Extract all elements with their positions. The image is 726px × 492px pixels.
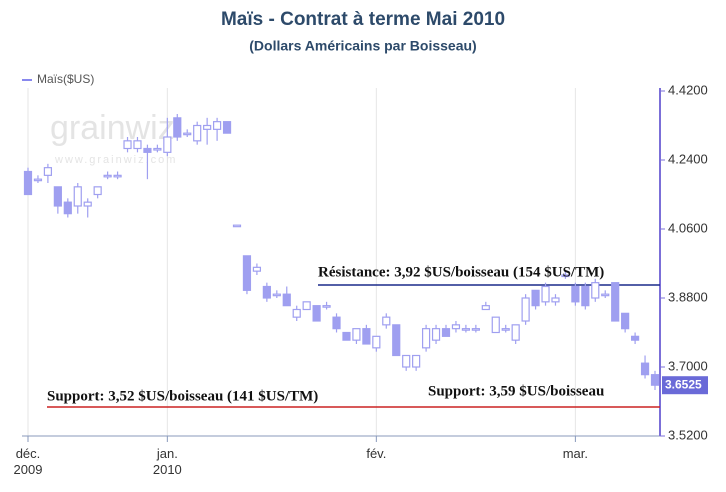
legend-label: Maïs($US) xyxy=(37,72,94,86)
candle-body xyxy=(392,324,401,357)
candle-body xyxy=(342,331,351,341)
watermark: www.grainwiz.com xyxy=(54,154,177,166)
candle-body xyxy=(561,274,570,278)
candle-body xyxy=(581,285,590,307)
candle-body xyxy=(222,121,232,134)
annotation: Support: 3,52 $US/boisseau (141 $US/TM) xyxy=(47,388,318,404)
candle-body xyxy=(501,328,510,331)
candle-body xyxy=(630,335,640,341)
candle-body xyxy=(451,324,461,330)
candle-body xyxy=(402,354,411,368)
x-tick-label: mar. xyxy=(562,446,589,461)
watermark: grainwiz xyxy=(50,109,175,147)
candle-body xyxy=(640,362,650,376)
candle-body xyxy=(441,328,451,337)
x-tick-label: fév. xyxy=(366,446,387,461)
candle-body xyxy=(611,282,620,322)
chart-subtitle: (Dollars Américains par Boisseau) xyxy=(249,38,476,54)
candle-body xyxy=(282,293,291,307)
candle-body xyxy=(372,335,381,349)
candle-body xyxy=(471,328,480,331)
candle-body xyxy=(571,285,580,303)
candle-body xyxy=(621,312,630,330)
last-value-label: 3.6525 xyxy=(665,377,702,391)
candle-body xyxy=(193,124,202,142)
candle-body xyxy=(143,147,152,153)
candle-body xyxy=(412,354,421,368)
candle-body xyxy=(312,305,321,322)
candle-body xyxy=(133,140,142,150)
candle-body xyxy=(601,293,610,297)
candle-body xyxy=(33,178,43,182)
candle-body xyxy=(421,328,431,349)
candle-body xyxy=(302,301,311,311)
candle-body xyxy=(322,305,331,308)
candle-body xyxy=(212,121,222,130)
candle-body xyxy=(481,305,490,311)
x-tick-label: déc. 2009 xyxy=(13,446,43,477)
y-tick-label: 4.0600 xyxy=(668,220,708,235)
candle-body xyxy=(272,293,281,297)
candle-body xyxy=(332,316,341,330)
candle-body xyxy=(591,282,600,299)
candle-body xyxy=(461,328,471,331)
candle-body xyxy=(113,174,122,178)
candle-body xyxy=(73,186,82,207)
chart-title: Maïs - Contrat à terme Mai 2010 xyxy=(221,9,505,30)
candle-body xyxy=(43,167,53,176)
annotation: Résistance: 3,92 $US/boisseau (154 $US/T… xyxy=(318,264,604,280)
candle-body xyxy=(183,132,192,136)
candle-body xyxy=(491,316,500,334)
candle-body xyxy=(531,289,540,307)
candle-body xyxy=(232,224,242,228)
candle-body xyxy=(163,136,172,153)
x-tick-label: jan. 2010 xyxy=(152,446,182,477)
candle-body xyxy=(153,147,162,151)
candle-body xyxy=(511,324,520,341)
candle-body xyxy=(431,328,441,341)
last-value-box xyxy=(662,376,708,395)
candle-body xyxy=(541,285,550,303)
candle-body xyxy=(242,255,252,291)
candle-body xyxy=(252,266,262,272)
y-tick-label: 3.7000 xyxy=(668,358,708,373)
y-tick-label: 3.5200 xyxy=(668,427,708,442)
candle-body xyxy=(362,328,371,345)
candle-body xyxy=(352,328,361,341)
y-tick-label: 4.2400 xyxy=(668,151,708,166)
candle-body xyxy=(63,201,72,215)
candle-body xyxy=(83,201,92,207)
candle-body xyxy=(521,297,530,322)
candle-body xyxy=(382,316,391,326)
candle-body xyxy=(53,186,62,207)
candle-body xyxy=(551,297,560,303)
candle-body xyxy=(203,124,212,130)
candle-body xyxy=(650,374,660,386)
candle-body xyxy=(103,174,112,178)
candle-body xyxy=(23,170,33,196)
annotation: Support: 3,59 $US/boisseau xyxy=(428,383,604,399)
y-tick-label: 3.8800 xyxy=(668,289,708,304)
candle-body xyxy=(173,117,182,138)
candle-body xyxy=(93,186,102,196)
y-tick-label: 4.4200 xyxy=(668,82,708,97)
candle-body xyxy=(123,140,132,150)
candle-body xyxy=(262,285,271,299)
candle-body xyxy=(292,308,301,318)
